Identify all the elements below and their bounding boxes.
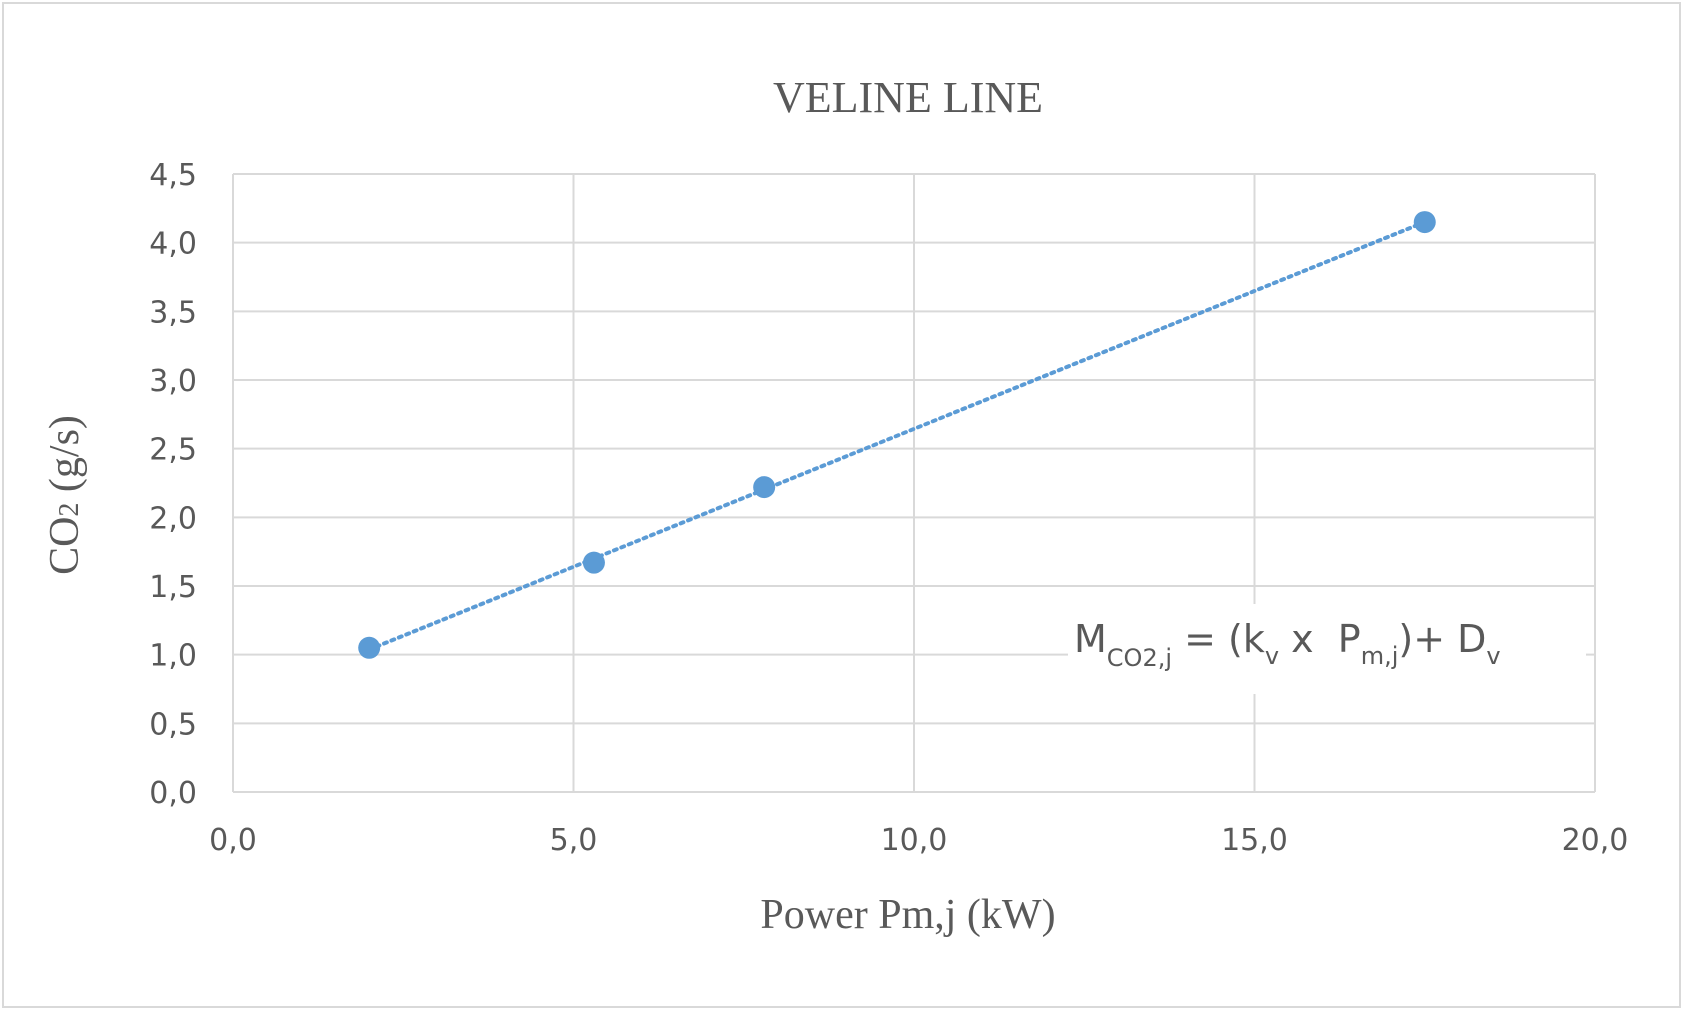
y-tick-label: 1,5 <box>149 570 197 605</box>
grid <box>232 173 1596 793</box>
y-tick-label: 3,0 <box>149 364 197 399</box>
y-axis-ticks: 0,0 0,5 1,0 1,5 2,0 2,5 3,0 3,5 4,0 4,5 <box>149 158 197 811</box>
y-tick-label: 0,0 <box>149 776 197 811</box>
y-tick-label: 4,5 <box>149 158 197 193</box>
y-tick-label: 2,0 <box>149 501 197 536</box>
equation-annotation: MCO2,j = (kv x Pm,j)+ Dv <box>1074 617 1501 672</box>
data-point <box>753 476 776 499</box>
data-point <box>358 636 381 659</box>
y-tick-label: 4,0 <box>149 227 197 262</box>
data-points <box>358 211 1436 659</box>
equation-background <box>1068 604 1586 694</box>
eq-mult: x P <box>1279 617 1361 661</box>
y-axis-title: CO2 (g/s) <box>42 415 88 575</box>
chart-title: VELINE LINE <box>773 73 1043 122</box>
y-tick-label: 3,5 <box>149 295 197 330</box>
y-tick-label: 2,5 <box>149 433 197 468</box>
x-tick-label: 0,0 <box>209 823 257 858</box>
x-tick-label: 5,0 <box>550 823 598 858</box>
eq-close: )+ D <box>1398 617 1486 661</box>
eq-m: M <box>1074 617 1107 661</box>
x-axis-title: Power Pm,j (kW) <box>760 892 1055 938</box>
y-tick-label: 0,5 <box>149 707 197 742</box>
eq-p-sub: m,j <box>1361 642 1399 670</box>
eq-k-sub: v <box>1265 642 1279 670</box>
eq-m-sub: CO2,j <box>1107 644 1172 672</box>
data-point <box>1413 211 1436 234</box>
y-axis-title-main: CO <box>42 517 88 575</box>
x-axis-ticks: 0,0 5,0 10,0 15,0 20,0 <box>209 823 1628 858</box>
y-tick-label: 1,0 <box>149 639 197 674</box>
y-axis-title-rest: (g/s) <box>42 415 88 503</box>
trendline <box>367 220 1427 652</box>
y-axis-title-sub: 2 <box>54 503 85 517</box>
x-tick-label: 15,0 <box>1221 823 1288 858</box>
eq-open: = (k <box>1172 617 1265 661</box>
data-point <box>582 551 605 574</box>
eq-d-sub: v <box>1486 642 1500 670</box>
x-tick-label: 10,0 <box>881 823 948 858</box>
x-tick-label: 20,0 <box>1562 823 1629 858</box>
